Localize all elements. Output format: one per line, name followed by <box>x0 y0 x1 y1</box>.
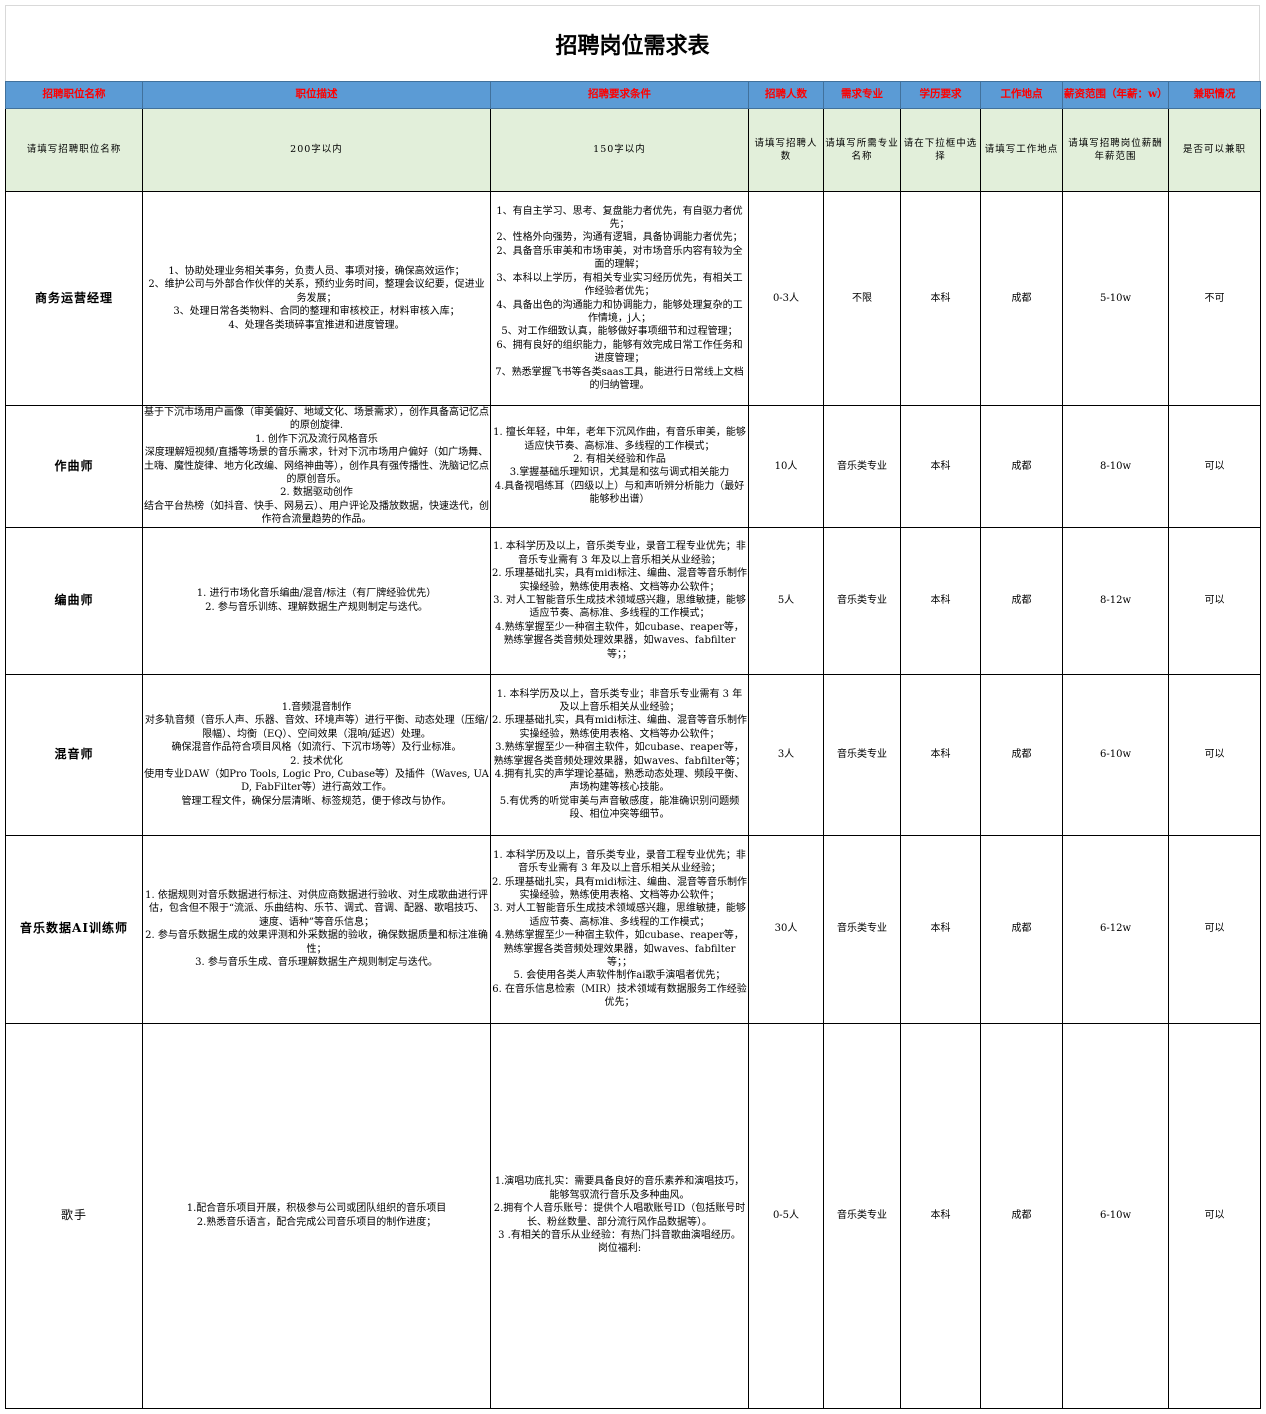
cell-salary[interactable]: 8-10w <box>1062 405 1169 528</box>
cell-major[interactable]: 音乐类专业 <box>823 405 901 528</box>
cell-desc[interactable]: 1.音频混音制作 对多轨音频（音乐人声、乐器、音效、环境声等）进行平衡、动态处理… <box>142 673 491 836</box>
cell-parttime[interactable]: 可以 <box>1168 673 1261 836</box>
cell-location[interactable]: 成都 <box>980 834 1063 1024</box>
header-cell[interactable]: 招聘人数 <box>748 81 824 109</box>
job-row: 商务运营经理 1、协助处理业务相关事务，负责人员、事项对接，确保高效运作； 2、维… <box>5 191 1261 406</box>
cell-req[interactable]: 1. 本科学历及以上，音乐类专业，录音工程专业优先；非音乐专业需有 3 年及以上… <box>490 526 749 675</box>
hint-cell[interactable]: 请填写工作地点 <box>980 108 1063 192</box>
cell-salary[interactable]: 8-12w <box>1062 526 1169 675</box>
hint-cell[interactable]: 是否可以兼职 <box>1168 108 1261 192</box>
cell-parttime[interactable]: 不可 <box>1168 191 1261 406</box>
header-row: 招聘职位名称 职位描述 招聘要求条件 招聘人数 需求专业 学历要求 工作地点 薪… <box>5 81 1261 109</box>
header-cell[interactable]: 薪资范围（年薪：w） <box>1062 81 1169 109</box>
cell-desc[interactable]: 1. 依据规则对音乐数据进行标注、对供应商数据进行验收、对生成歌曲进行评估，包含… <box>142 834 491 1024</box>
cell-location[interactable]: 成都 <box>980 673 1063 836</box>
cell-count[interactable]: 10人 <box>748 405 824 528</box>
cell-location[interactable]: 成都 <box>980 526 1063 675</box>
header-cell[interactable]: 职位描述 <box>142 81 491 109</box>
hint-cell[interactable]: 请填写招聘岗位薪酬年薪范围 <box>1062 108 1169 192</box>
cell-count[interactable]: 0-3人 <box>748 191 824 406</box>
job-row: 音乐数据AI训练师 1. 依据规则对音乐数据进行标注、对供应商数据进行验收、对生成… <box>5 834 1261 1024</box>
cell-location[interactable]: 成都 <box>980 191 1063 406</box>
header-cell[interactable]: 招聘要求条件 <box>490 81 749 109</box>
cell-name[interactable]: 编曲师 <box>5 526 143 675</box>
cell-edu[interactable]: 本科 <box>900 526 981 675</box>
cell-major[interactable]: 不限 <box>823 191 901 406</box>
cell-salary[interactable]: 6-10w <box>1062 673 1169 836</box>
cell-req[interactable]: 1、有自主学习、思考、复盘能力者优先，有自驱力者优先； 2、性格外向强势，沟通有… <box>490 191 749 406</box>
cell-name[interactable]: 商务运营经理 <box>5 191 143 406</box>
cell-count[interactable]: 0-5人 <box>748 1022 824 1409</box>
cell-desc[interactable]: 基于下沉市场用户画像（审美偏好、地域文化、场景需求），创作具备高记忆点的原创旋律… <box>142 405 491 528</box>
hint-cell[interactable]: 请填写招聘人数 <box>748 108 824 192</box>
cell-desc[interactable]: 1.配合音乐项目开展，积极参与公司或团队组织的音乐项目 2.熟悉音乐语言，配合完… <box>142 1022 491 1409</box>
cell-name[interactable]: 音乐数据AI训练师 <box>5 834 143 1024</box>
hint-cell[interactable]: 150字以内 <box>490 108 749 192</box>
header-cell[interactable]: 需求专业 <box>823 81 901 109</box>
header-cell[interactable]: 学历要求 <box>900 81 981 109</box>
recruitment-sheet: 招聘岗位需求表 招聘职位名称 职位描述 招聘要求条件 招聘人数 需求专业 学历要… <box>5 5 1261 1409</box>
cell-salary[interactable]: 5-10w <box>1062 191 1169 406</box>
cell-edu[interactable]: 本科 <box>900 673 981 836</box>
header-cell[interactable]: 招聘职位名称 <box>5 81 143 109</box>
cell-parttime[interactable]: 可以 <box>1168 834 1261 1024</box>
cell-req[interactable]: 1. 擅长年轻，中年，老年下沉风作曲，有音乐审美，能够适应快节奏、高标准、多线程… <box>490 405 749 528</box>
hint-cell[interactable]: 200字以内 <box>142 108 491 192</box>
cell-edu[interactable]: 本科 <box>900 834 981 1024</box>
hint-row: 请填写招聘职位名称 200字以内 150字以内 请填写招聘人数 请填写所需专业名… <box>5 108 1261 192</box>
header-cell[interactable]: 工作地点 <box>980 81 1063 109</box>
cell-name[interactable]: 歌手 <box>5 1022 143 1409</box>
cell-name[interactable]: 混音师 <box>5 673 143 836</box>
job-row: 作曲师 基于下沉市场用户画像（审美偏好、地域文化、场景需求），创作具备高记忆点的原… <box>5 405 1261 528</box>
job-row: 混音师 1.音频混音制作 对多轨音频（音乐人声、乐器、音效、环境声等）进行平衡、动… <box>5 673 1261 836</box>
hint-cell[interactable]: 请填写所需专业名称 <box>823 108 901 192</box>
recruitment-table: 招聘职位名称 职位描述 招聘要求条件 招聘人数 需求专业 学历要求 工作地点 薪… <box>5 81 1261 1409</box>
cell-salary[interactable]: 6-10w <box>1062 1022 1169 1409</box>
cell-desc[interactable]: 1. 进行市场化音乐编曲/混音/标注（有厂牌经验优先） 2. 参与音乐训练、理解… <box>142 526 491 675</box>
hint-cell[interactable]: 请填写招聘职位名称 <box>5 108 143 192</box>
cell-edu[interactable]: 本科 <box>900 1022 981 1409</box>
cell-location[interactable]: 成都 <box>980 405 1063 528</box>
cell-edu[interactable]: 本科 <box>900 405 981 528</box>
cell-count[interactable]: 30人 <box>748 834 824 1024</box>
cell-parttime[interactable]: 可以 <box>1168 405 1261 528</box>
cell-count[interactable]: 3人 <box>748 673 824 836</box>
job-row: 编曲师 1. 进行市场化音乐编曲/混音/标注（有厂牌经验优先） 2. 参与音乐训练… <box>5 526 1261 675</box>
cell-major[interactable]: 音乐类专业 <box>823 834 901 1024</box>
cell-parttime[interactable]: 可以 <box>1168 526 1261 675</box>
hint-cell[interactable]: 请在下拉框中选择 <box>900 108 981 192</box>
cell-desc[interactable]: 1、协助处理业务相关事务，负责人员、事项对接，确保高效运作； 2、维护公司与外部… <box>142 191 491 406</box>
cell-req[interactable]: 1.演唱功底扎实：需要具备良好的音乐素养和演唱技巧，能够驾驭流行音乐及多种曲风。… <box>490 1022 749 1409</box>
cell-location[interactable]: 成都 <box>980 1022 1063 1409</box>
cell-count[interactable]: 5人 <box>748 526 824 675</box>
header-cell[interactable]: 兼职情况 <box>1168 81 1261 109</box>
cell-name[interactable]: 作曲师 <box>5 405 143 528</box>
sheet-title: 招聘岗位需求表 <box>5 5 1260 81</box>
cell-parttime[interactable]: 可以 <box>1168 1022 1261 1409</box>
cell-req[interactable]: 1. 本科学历及以上，音乐类专业，录音工程专业优先；非音乐专业需有 3 年及以上… <box>490 834 749 1024</box>
cell-salary[interactable]: 6-12w <box>1062 834 1169 1024</box>
cell-major[interactable]: 音乐类专业 <box>823 526 901 675</box>
cell-edu[interactable]: 本科 <box>900 191 981 406</box>
job-row: 歌手 1.配合音乐项目开展，积极参与公司或团队组织的音乐项目 2.熟悉音乐语言，配… <box>5 1022 1261 1409</box>
cell-major[interactable]: 音乐类专业 <box>823 673 901 836</box>
cell-req[interactable]: 1. 本科学历及以上，音乐类专业；非音乐专业需有 3 年及以上音乐相关从业经验；… <box>490 673 749 836</box>
cell-major[interactable]: 音乐类专业 <box>823 1022 901 1409</box>
